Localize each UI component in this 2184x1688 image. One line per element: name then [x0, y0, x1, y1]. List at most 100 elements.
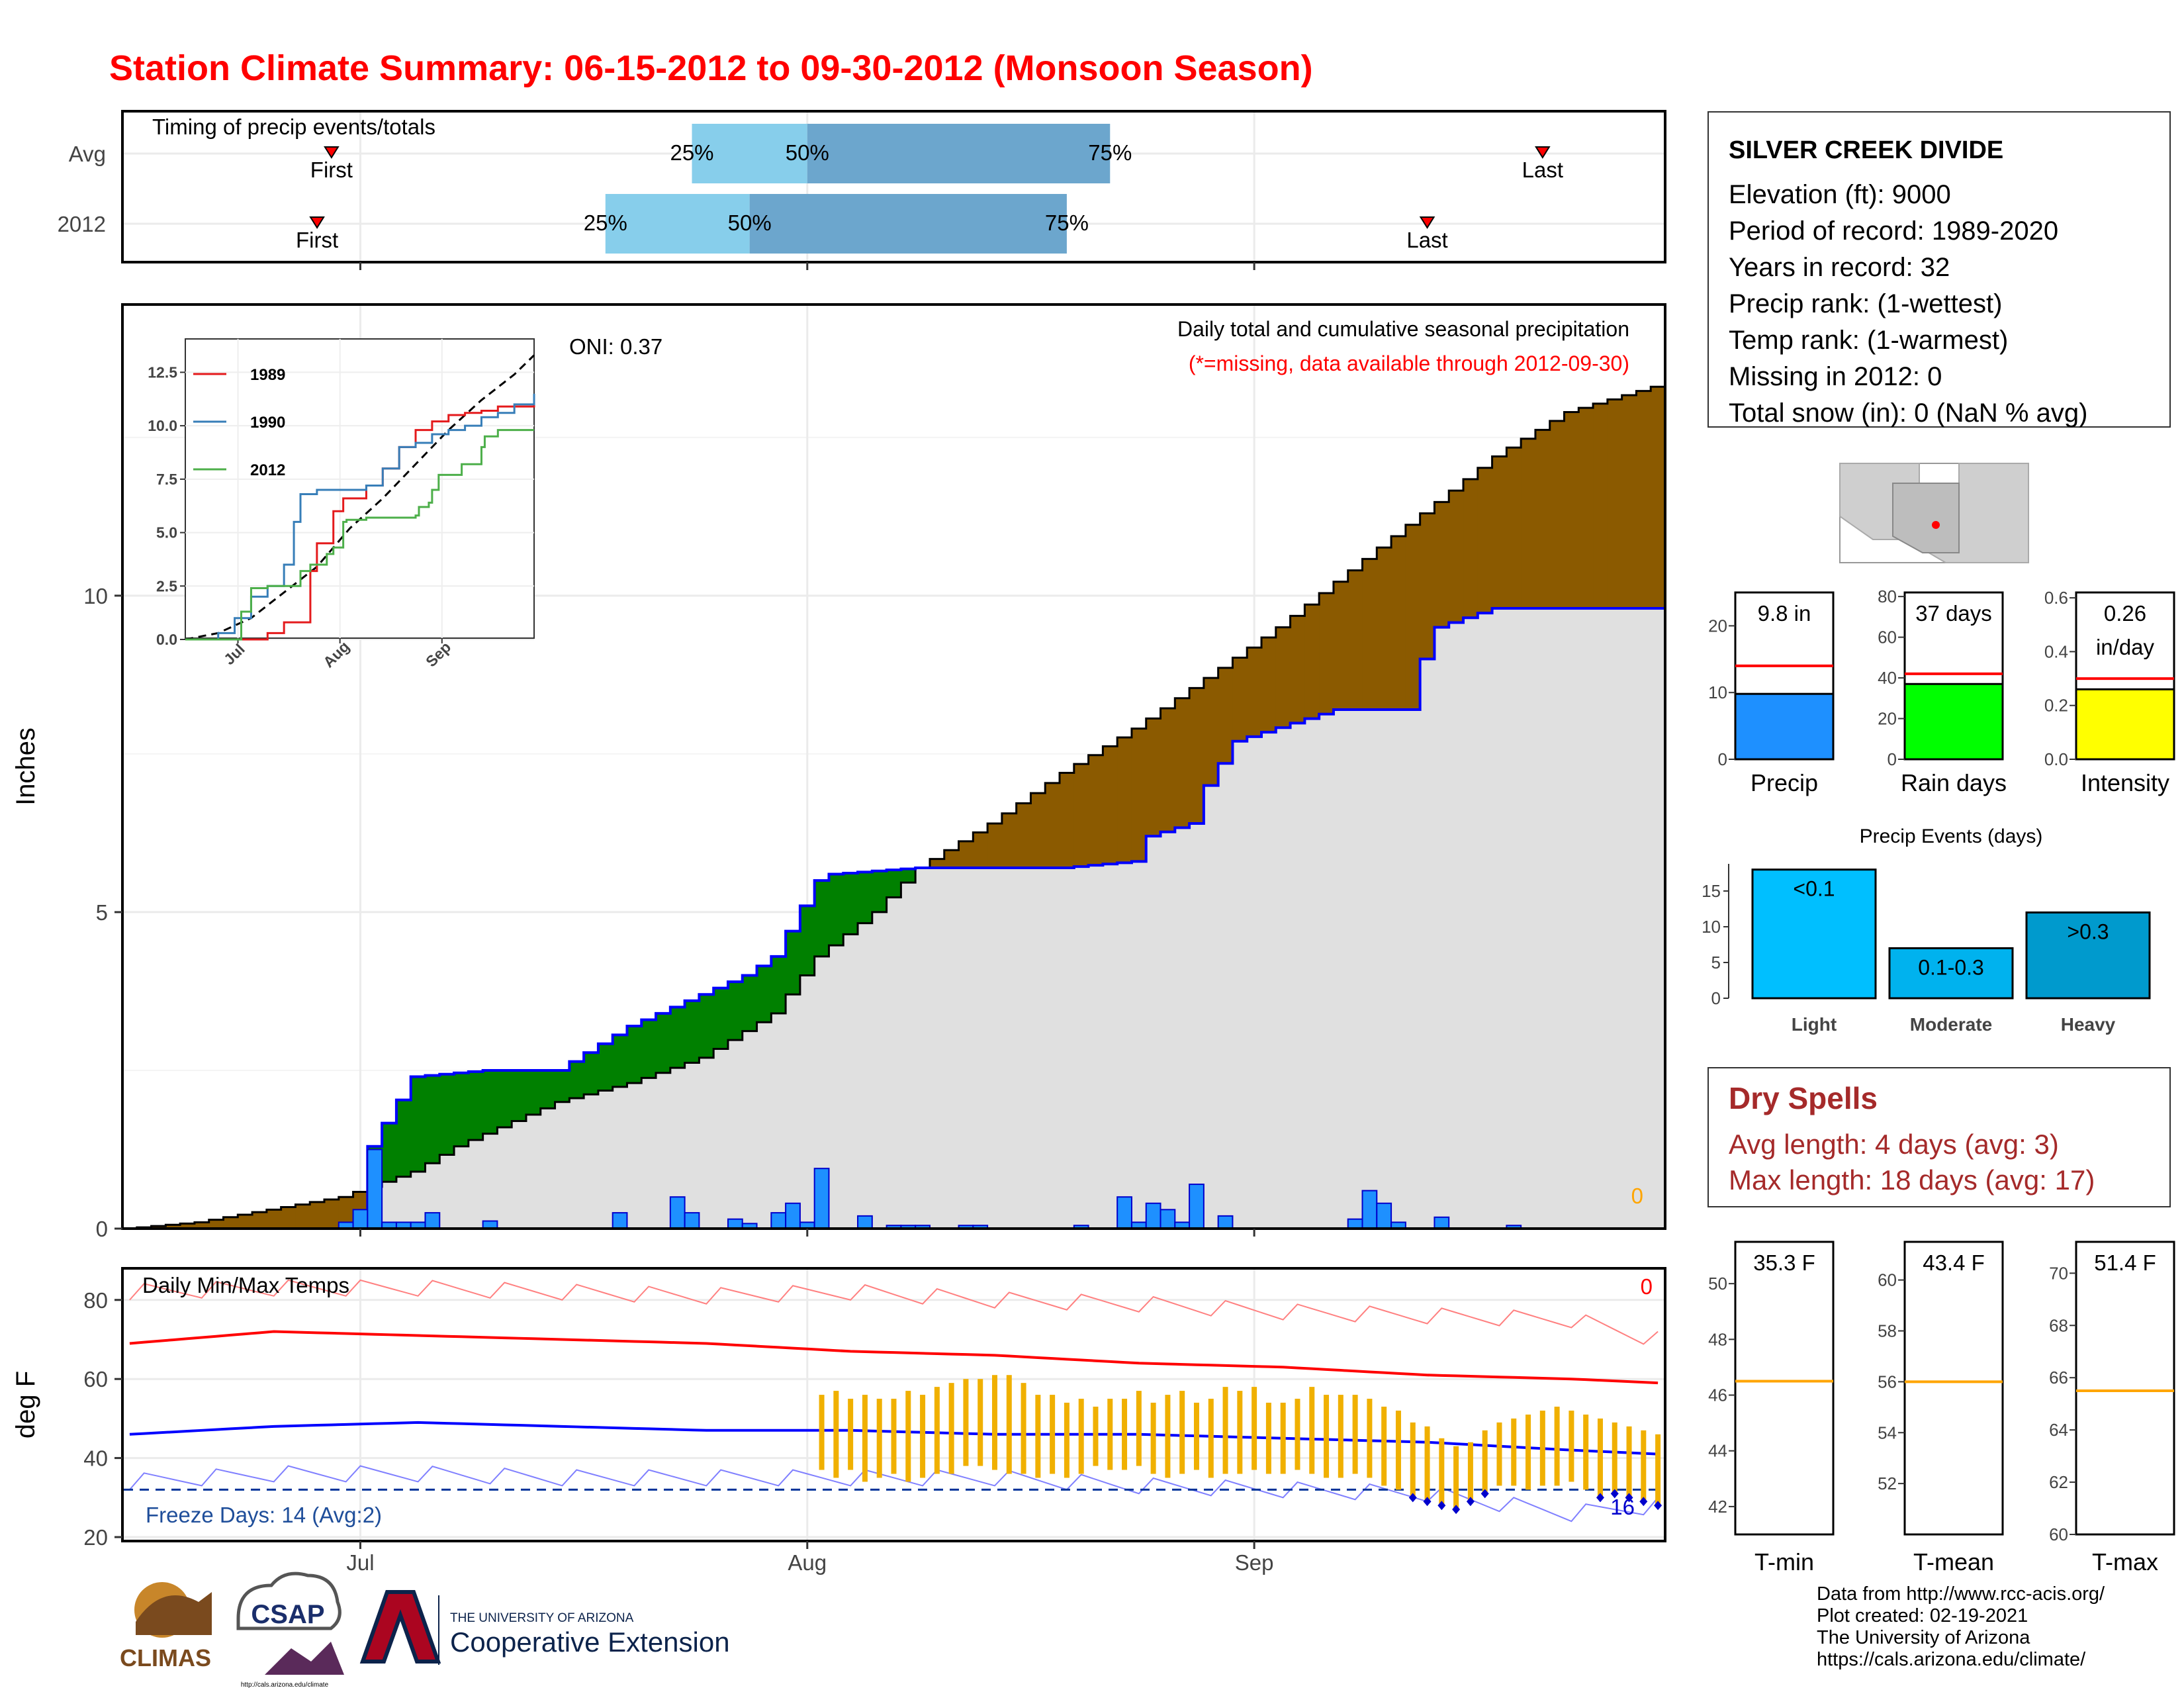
totals-panels: 0 10 20 9.8 in Precip 0 20 40 60 80 37 days Rain da… [1708, 586, 2175, 796]
precip-below-avg-band [1405, 524, 1421, 710]
events-bar-0 [1751, 868, 1877, 1000]
temp-obs-range-bar [1424, 1426, 1430, 1502]
station-missing: Missing in 2012: 0 [1729, 362, 1942, 391]
temp-missing-count: 0 [1641, 1274, 1653, 1299]
temp-freeze-marker [1639, 1497, 1648, 1507]
precip-daily-bar [857, 1215, 873, 1229]
totals-label-0: Precip [1751, 769, 1818, 796]
precip-below-avg-band [310, 1201, 325, 1229]
precip-below-avg-band [1492, 456, 1507, 608]
precip-above-avg-band [497, 1070, 512, 1128]
temp-obs-range-bar [1237, 1391, 1243, 1474]
precip-below-avg-band [208, 1219, 224, 1229]
totals-value-1: 37 days [1915, 601, 1992, 626]
climas-logo-shape [136, 1592, 212, 1635]
temp-obs-range-bar [1597, 1418, 1603, 1498]
station-years: Years in record: 32 [1729, 253, 1950, 282]
totals-ytick-label-0-1: 10 [1708, 682, 1727, 702]
inset-frame [185, 338, 535, 639]
tmean-ytick-label-2-2: 64 [2049, 1420, 2068, 1440]
tmean-ytick-label-1-4: 60 [1878, 1270, 1897, 1290]
temp-freeze-marker [1466, 1497, 1475, 1507]
precip-daily-bar [1376, 1202, 1392, 1229]
temp-xtick-label-1: Aug [788, 1550, 827, 1575]
timing-marker-first [309, 216, 325, 229]
inset-legend-label-1990: 1990 [250, 414, 285, 432]
temp-obs-range-bar [905, 1391, 911, 1482]
precip-below-avg-band [1001, 813, 1017, 868]
timing-marker-last [1535, 146, 1551, 159]
precip-below-avg-band [165, 1225, 181, 1229]
precip-axis: 0 5 10 [83, 584, 1255, 1241]
precip-daily-bar [1433, 1216, 1450, 1230]
temp-lines [124, 1279, 1664, 1523]
inset-ytick-label-4: 10.0 [148, 417, 177, 434]
timing-label-q50: 50% [786, 140, 829, 165]
precip-daily-bar [813, 1168, 830, 1230]
totals-label-2: Intensity [2081, 769, 2169, 796]
precip-below-avg-band [1103, 746, 1118, 865]
tmean-ytick-label-1-0: 52 [1878, 1474, 1897, 1493]
precip-below-avg-band [1391, 536, 1406, 710]
precip-above-avg-band [598, 1043, 614, 1091]
temp-obs-range-bar [1439, 1438, 1445, 1506]
events-panel: 0 5 10 15 <0.1 Light 0.1-0.3 Moderate >0.3 Heavy [1702, 864, 2151, 1035]
precip-below-avg-band [281, 1207, 296, 1229]
tmean-label-1: T-mean [1913, 1548, 1994, 1575]
temp-obs-range-bar [891, 1399, 897, 1474]
inset-legend-label-2012: 2012 [250, 461, 285, 479]
precip-below-avg-band [1477, 467, 1493, 614]
temp-obs-range-bar [1179, 1391, 1185, 1474]
timing-bar-q25-q50 [692, 124, 807, 183]
precip-ytick-label-0: 0 [96, 1217, 108, 1241]
temp-obs-range-bar [1352, 1395, 1358, 1474]
timing-marker-first [324, 146, 340, 159]
precip-below-avg-band [194, 1222, 210, 1229]
map-arizona [1892, 483, 1960, 553]
temp-obs-range-bar [1165, 1395, 1171, 1478]
temp-obs-range-bar [1093, 1406, 1099, 1466]
temp-xtick-label-0: Jul [346, 1550, 374, 1575]
precip-below-avg-band [944, 850, 960, 868]
precip-title: Daily total and cumulative seasonal prec… [1177, 317, 1629, 341]
inset-series-2012 [185, 429, 534, 641]
events-category-2: Heavy [2061, 1014, 2116, 1035]
dry-spells-box: Dry Spells Avg length: 4 days (avg: 3) M… [1707, 1067, 2171, 1207]
precip-ylabel: Inches [11, 727, 40, 806]
precip-below-avg-band [1362, 559, 1377, 710]
tmean-ytick-label-1-2: 56 [1878, 1372, 1897, 1391]
totals-ytick-label-0-0: 0 [1718, 749, 1727, 769]
precip-daily-bar [727, 1218, 743, 1230]
tmean-ytick-label-2-5: 70 [2049, 1263, 2068, 1283]
inset-avg-line [185, 354, 535, 641]
totals-value-2: 0.26 [2104, 601, 2146, 626]
station-elevation: Elevation (ft): 9000 [1729, 180, 1951, 209]
precip-below-avg-band [1607, 399, 1623, 608]
timing-panel: Timing of precip events/totals Avg 2012 … [58, 110, 1666, 270]
csap-url: http://cals.arizona.edu/climate [241, 1681, 329, 1688]
temp-obs-range-bar [1006, 1375, 1012, 1474]
temp-obs-range-bar [1554, 1406, 1560, 1486]
precip-below-avg-band [958, 841, 974, 868]
precip-above-avg-band [756, 966, 772, 1023]
precip-below-avg-band [1247, 647, 1262, 737]
precip-below-avg-band [1651, 387, 1666, 608]
ua-a-mark [359, 1590, 441, 1664]
timing-label-q25: 25% [584, 211, 627, 235]
tmean-ytick-label-0-3: 48 [1708, 1329, 1727, 1349]
precip-below-avg-band [180, 1223, 195, 1229]
temp-obs-range-bar [1583, 1414, 1589, 1490]
temp-obs-range-bar [948, 1383, 954, 1474]
precip-below-avg-band [252, 1212, 267, 1229]
totals-ytick-label-0-2: 20 [1708, 616, 1727, 635]
temp-freeze-marker [1610, 1489, 1619, 1499]
location-map [1839, 463, 2029, 563]
temp-avg-max-line [129, 1330, 1659, 1385]
timing-rows: 25% 50% 75% First Last 25% 50% 75% First Last [296, 124, 1563, 254]
timing-bar-q50-q75 [807, 124, 1111, 183]
totals-ytick-label-2-1: 0.2 [2044, 696, 2068, 716]
totals-ytick-label-2-3: 0.6 [2044, 588, 2068, 608]
temp-obs-range-bar [1193, 1403, 1199, 1470]
precip-above-avg-band [872, 870, 887, 912]
ua-logo: THE UNIVERSITY OF ARIZONA Cooperative Ex… [359, 1590, 730, 1665]
